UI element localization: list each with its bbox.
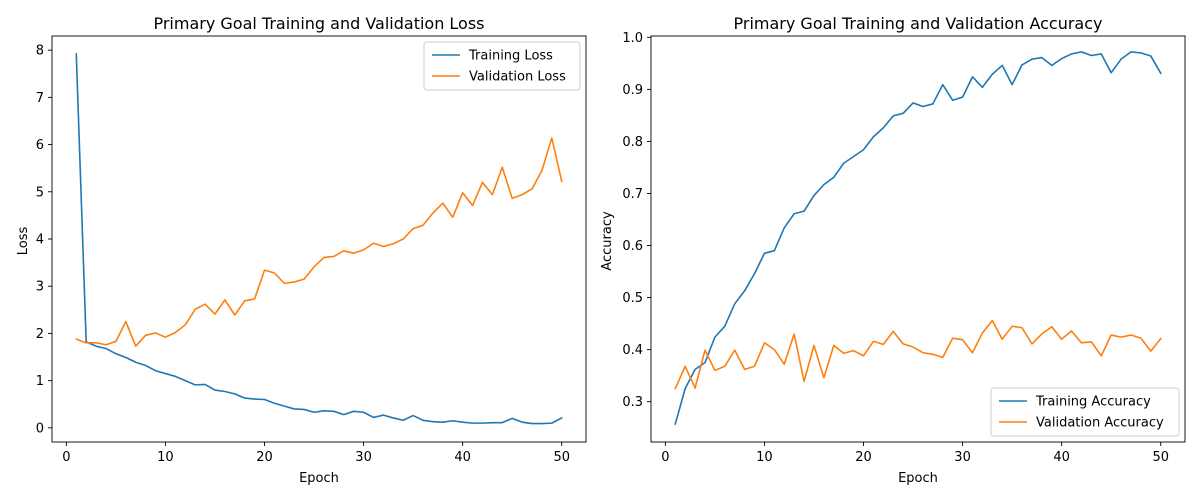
x-axis-label: Epoch: [898, 471, 938, 486]
legend-box: [990, 387, 1180, 437]
accuracy-chart: Primary Goal Training and Validation Acc…: [600, 14, 1186, 486]
y-axis-label: Accuracy: [600, 211, 615, 271]
y-tick-label: 0.9: [622, 83, 643, 98]
plot-frame: [51, 35, 587, 443]
plot-frame: [650, 35, 1186, 443]
x-tick-label: 50: [1152, 450, 1169, 465]
x-tick-label: 0: [661, 450, 669, 465]
y-tick-label: 0.7: [622, 187, 643, 202]
x-tick-label: 30: [355, 450, 372, 465]
x-tick-label: 30: [954, 450, 971, 465]
y-tick-label: 0.5: [622, 291, 643, 306]
series-line-1: [75, 53, 563, 425]
y-tick-label: 6: [36, 138, 44, 153]
x-tick-label: 0: [62, 450, 70, 465]
y-tick-label: 3: [36, 280, 44, 295]
legend-box: [423, 41, 581, 91]
x-tick-label: 50: [553, 450, 570, 465]
chart-title: Primary Goal Training and Validation Acc…: [734, 14, 1103, 33]
series-line-2: [75, 137, 563, 347]
legend-label: Training Accuracy: [1035, 395, 1151, 410]
y-tick-label: 0.4: [622, 343, 643, 358]
y-axis-label: Loss: [16, 227, 31, 256]
legend-label: Validation Accuracy: [1036, 416, 1164, 431]
y-tick-label: 4: [36, 233, 44, 248]
series-line-2: [674, 319, 1162, 390]
y-tick-label: 2: [36, 327, 44, 342]
y-tick-label: 0: [36, 421, 44, 436]
series-line-1: [674, 51, 1162, 426]
legend-label: Training Loss: [468, 49, 553, 64]
y-tick-label: 0.8: [622, 135, 643, 150]
x-tick-label: 10: [756, 450, 773, 465]
y-tick-label: 8: [36, 44, 44, 59]
legend: Training Loss Validation Loss: [423, 41, 581, 91]
y-tick-label: 0.3: [622, 395, 643, 410]
x-tick-label: 40: [454, 450, 471, 465]
legend: Training Accuracy Validation Accuracy: [990, 387, 1180, 437]
x-tick-label: 20: [855, 450, 872, 465]
loss-chart: Primary Goal Training and Validation Los…: [16, 14, 587, 486]
legend-label: Validation Loss: [469, 70, 566, 85]
y-tick-label: 7: [36, 91, 44, 106]
y-tick-label: 1.0: [622, 31, 643, 46]
x-tick-label: 40: [1053, 450, 1070, 465]
x-tick-label: 10: [157, 450, 174, 465]
y-tick-label: 5: [36, 185, 44, 200]
x-axis-label: Epoch: [299, 471, 339, 486]
x-tick-label: 20: [256, 450, 273, 465]
chart-title: Primary Goal Training and Validation Los…: [153, 14, 484, 33]
y-tick-label: 1: [36, 374, 44, 389]
y-tick-label: 0.6: [622, 239, 643, 254]
